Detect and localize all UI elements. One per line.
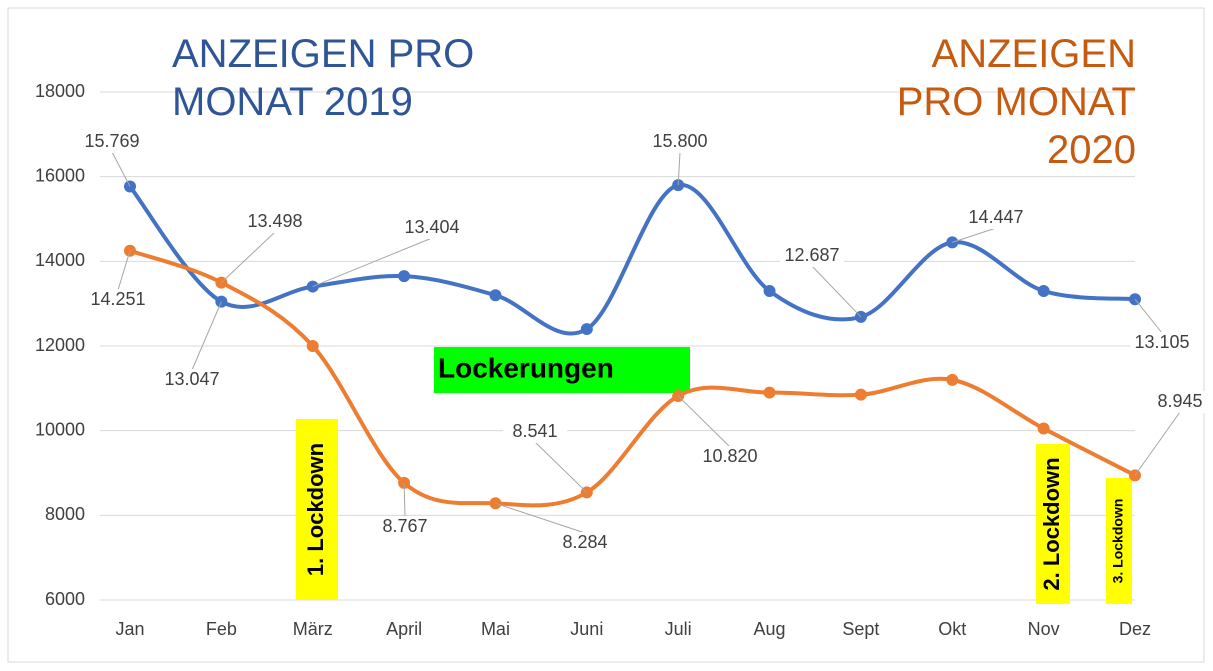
point (398, 270, 411, 283)
annotation: 1. Lockdown (303, 443, 328, 576)
point (763, 284, 776, 297)
point (763, 386, 776, 399)
annotation: 2. Lockdown (1039, 457, 1064, 590)
label-bg (243, 211, 307, 233)
label-bg (160, 369, 224, 391)
leader-line (1134, 298, 1163, 334)
data-label: 10.820 (702, 446, 757, 466)
y-tick-label: 18000 (35, 81, 85, 101)
label-bg (503, 421, 567, 443)
data-label: 8.284 (562, 532, 607, 552)
leader-line (403, 482, 406, 518)
x-tick-label: Juni (570, 619, 603, 639)
leader-line (117, 250, 131, 291)
point (854, 388, 867, 401)
annotation-box (434, 347, 690, 393)
label-bg (1148, 391, 1212, 413)
x-tick-label: Sept (842, 619, 879, 639)
leader-line (191, 301, 222, 371)
x-tick-label: Mai (481, 619, 510, 639)
label-bg (86, 289, 150, 311)
point (1037, 422, 1050, 435)
data-label: 14.447 (968, 207, 1023, 227)
annotation-box (1036, 444, 1070, 604)
data-label: 13.498 (247, 211, 302, 231)
leader-line (677, 151, 681, 186)
data-label: 15.769 (84, 131, 139, 151)
label-bg (780, 245, 844, 267)
leader-line (495, 502, 586, 534)
leader-line (111, 151, 131, 187)
label-bg (553, 532, 617, 554)
x-tick-label: Nov (1028, 619, 1060, 639)
label-bg (698, 446, 762, 468)
leader-line (312, 237, 433, 288)
y-tick-label: 14000 (35, 250, 85, 270)
data-label: 12.687 (784, 245, 839, 265)
x-tick-label: April (386, 619, 422, 639)
x-tick-label: Okt (938, 619, 966, 639)
x-tick-label: Jan (115, 619, 144, 639)
legend-2020: ANZEIGEN PRO MONAT 2020 (896, 32, 1136, 172)
annotation: 3. Lockdown (1110, 499, 1126, 584)
line (129, 248, 1136, 508)
data-label: 14.251 (90, 289, 145, 309)
label-bg (80, 131, 144, 153)
point (580, 323, 593, 336)
data-label: 8.945 (1157, 391, 1202, 411)
data-label: 8.541 (512, 421, 557, 441)
data-label: 13.105 (1134, 332, 1189, 352)
annotation: Lockerungen (438, 352, 614, 383)
data-label: 13.404 (404, 217, 459, 237)
x-tick-label: Dez (1119, 619, 1151, 639)
leader-line (811, 265, 862, 318)
label-bg (964, 207, 1028, 229)
label-bg (1130, 332, 1194, 354)
annotation-box (296, 419, 338, 600)
y-tick-label: 10000 (35, 419, 85, 439)
x-tick-label: Aug (754, 619, 786, 639)
legend-2019: ANZEIGEN PRO MONAT 2019 (172, 32, 475, 124)
label-bg (648, 131, 712, 153)
y-tick-label: 16000 (35, 165, 85, 185)
point (306, 340, 319, 352)
label-bg (373, 516, 437, 538)
point (946, 373, 959, 386)
x-tick-label: Feb (206, 619, 237, 639)
data-label: 13.047 (164, 369, 219, 389)
x-tick-label: Juli (665, 619, 692, 639)
leader-line (1134, 411, 1181, 476)
point (1037, 284, 1050, 297)
y-tick-label: 6000 (45, 589, 85, 609)
leader-line (534, 441, 588, 493)
leader-line (221, 231, 276, 283)
data-label: 8.767 (382, 516, 427, 536)
leader-line (677, 395, 731, 448)
y-tick-label: 8000 (45, 504, 85, 524)
y-tick-label: 12000 (35, 335, 85, 355)
annotation-box (1106, 478, 1132, 604)
label-bg (400, 217, 464, 239)
x-tick-label: März (293, 619, 333, 639)
leader-line (952, 227, 997, 243)
data-label: 15.800 (652, 131, 707, 151)
point (489, 289, 502, 302)
